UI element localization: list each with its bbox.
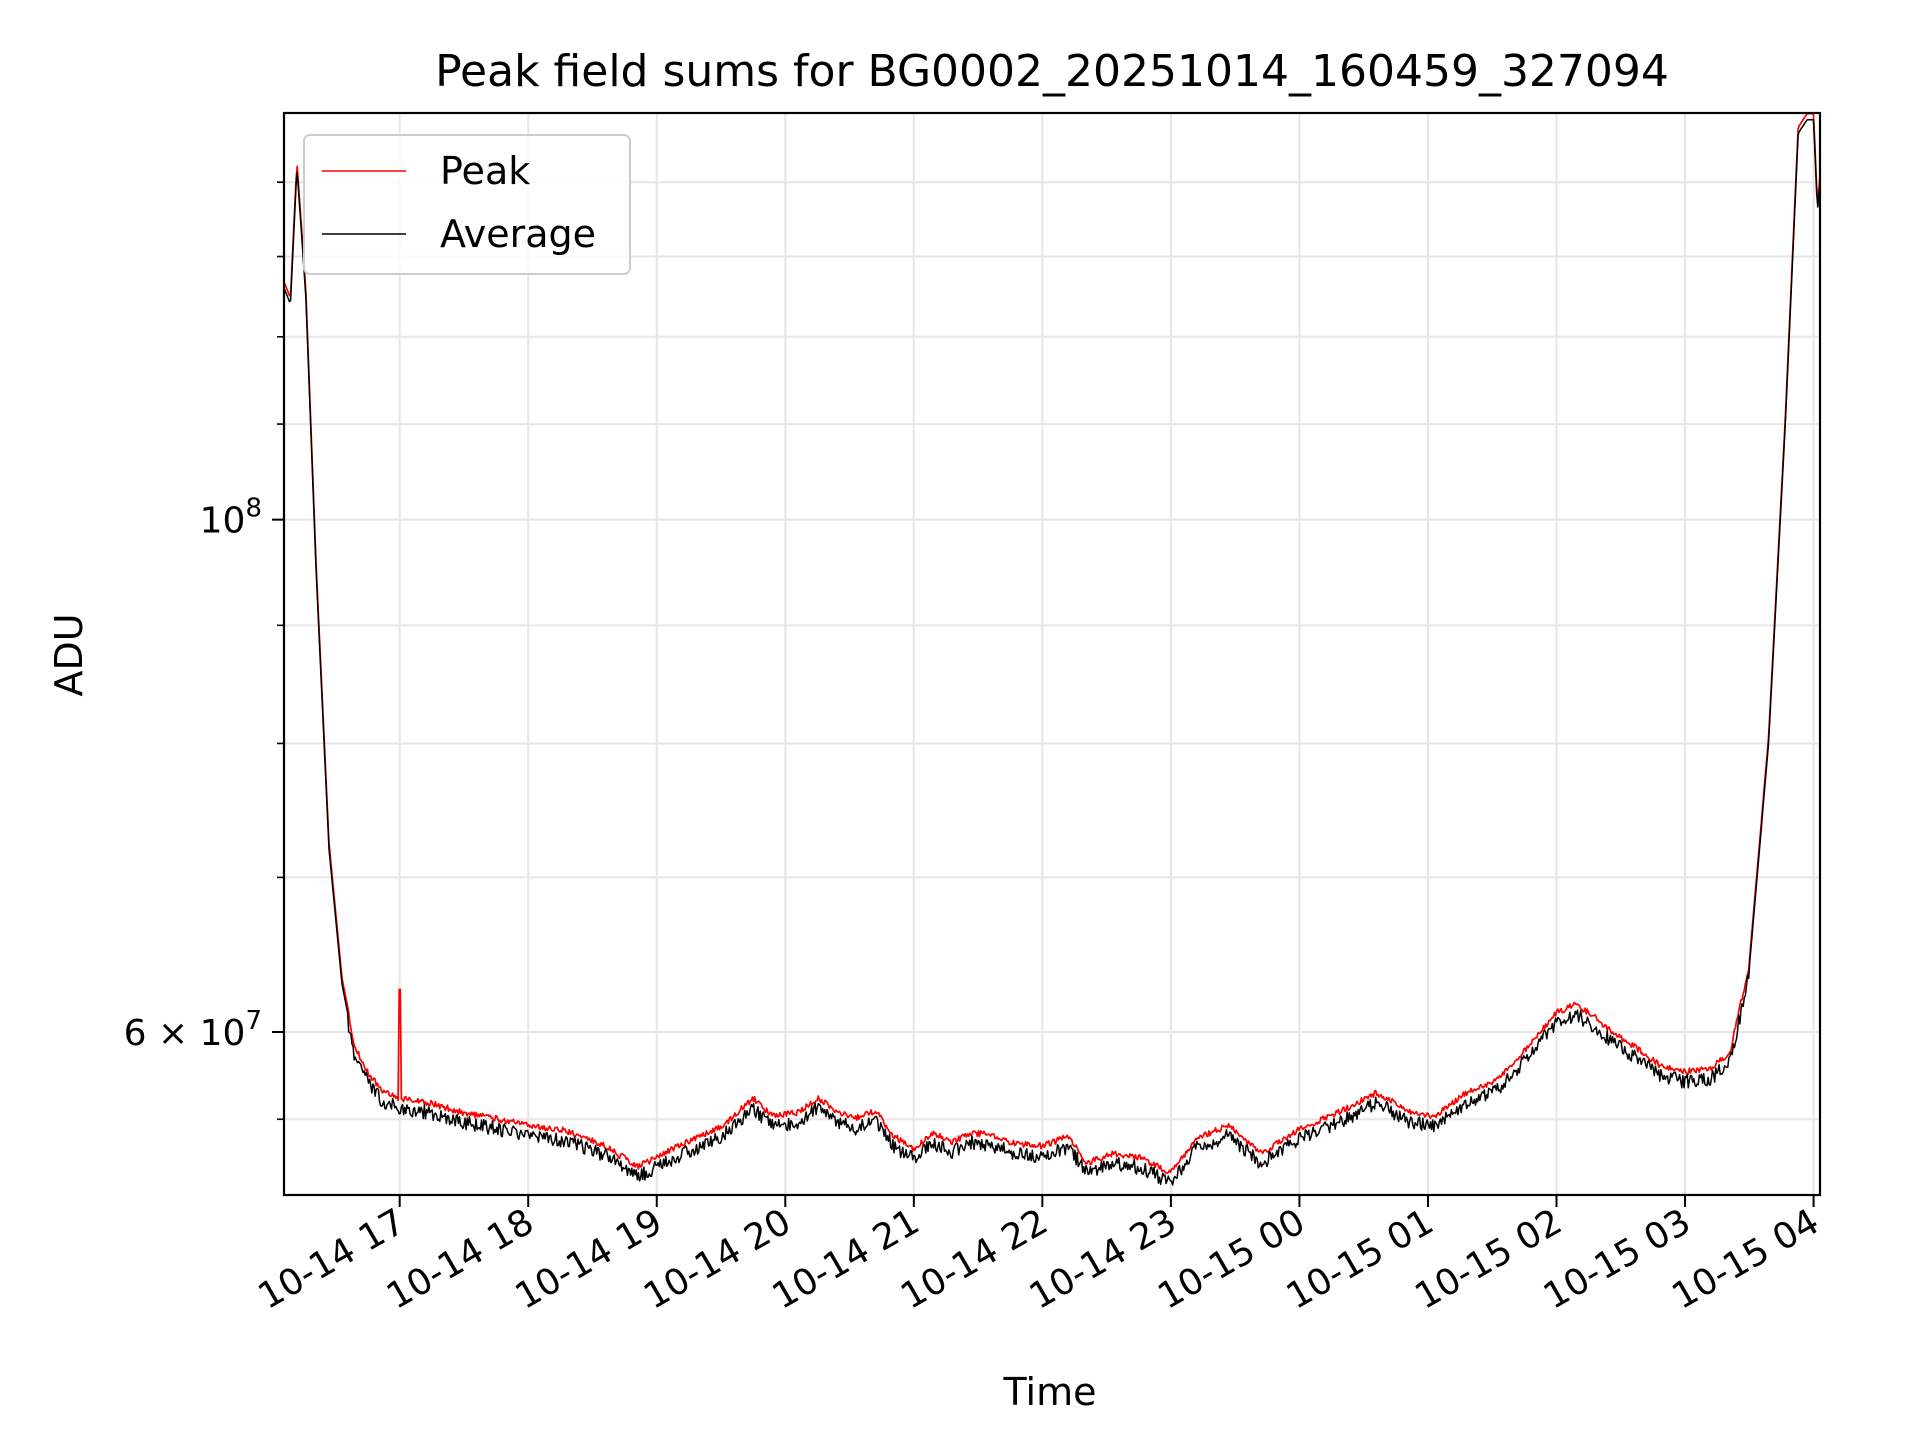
plot-frame <box>282 111 1822 1197</box>
legend-label-average: Average <box>440 212 596 256</box>
series-line-peak <box>283 112 1821 1175</box>
chart-title: Peak field sums for BG0002_20251014_1604… <box>435 46 1669 97</box>
series-line-average <box>283 118 1821 1186</box>
y-axis-label: ADU <box>47 613 91 696</box>
y-tick-label: 108 <box>200 494 262 542</box>
grid <box>284 113 1820 1195</box>
legend: Peak Average <box>303 134 631 275</box>
x-axis-label: Time <box>1003 1370 1097 1414</box>
y-tick-label: 6 × 107 <box>124 1006 262 1054</box>
plot-lines <box>283 112 1821 1186</box>
legend-box <box>303 134 631 275</box>
y-axis-ticks: 108 6 × 107 <box>124 181 284 1121</box>
legend-label-peak: Peak <box>440 149 530 193</box>
